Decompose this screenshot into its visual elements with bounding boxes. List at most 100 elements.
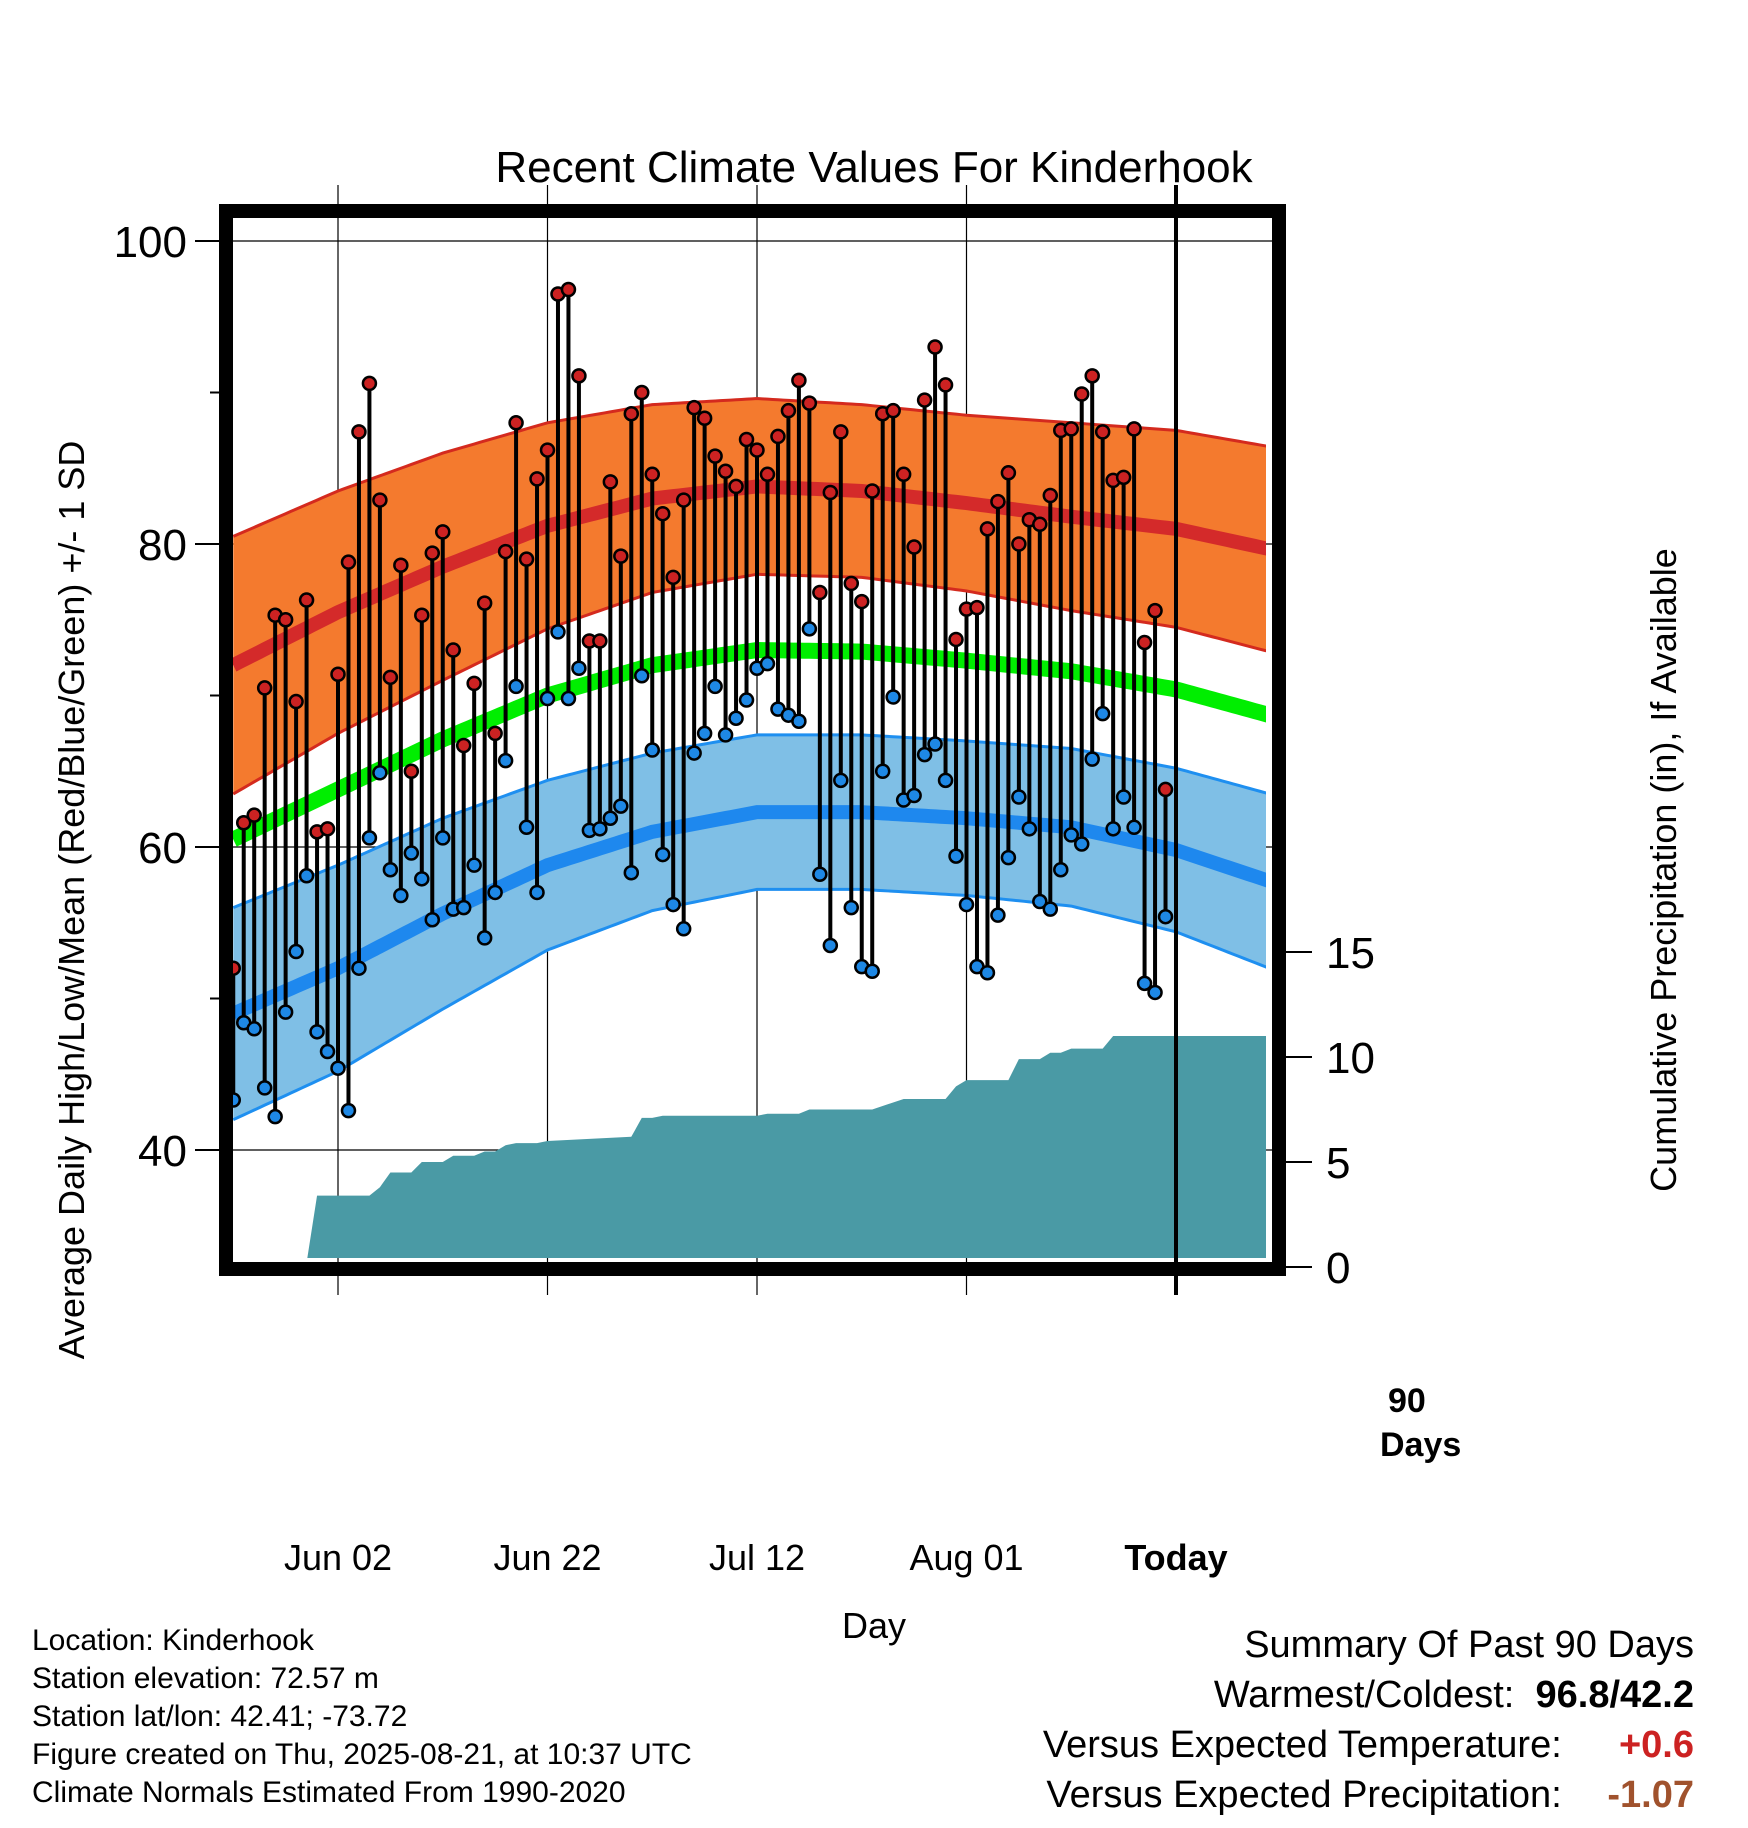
high-point-68	[937, 377, 954, 393]
low-point-47	[717, 727, 734, 743]
daily-range-layer	[232, 289, 1168, 1117]
normal-low-line	[232, 805, 1266, 1021]
ytick-label-80: 80	[138, 521, 187, 570]
high-point-44	[686, 399, 702, 416]
created-text: Figure created on Thu, 2025-08-21, at 10…	[32, 1738, 692, 1771]
low-point-18	[414, 871, 430, 887]
low-point-49	[738, 692, 755, 708]
low-point-43	[675, 921, 692, 937]
xtick-label-1: Jun 22	[493, 1537, 601, 1578]
high-point-52	[770, 428, 786, 445]
low-point-63	[885, 689, 901, 705]
high-point-24	[476, 595, 493, 611]
high-point-42	[665, 569, 681, 586]
precip-value: -1.07	[1607, 1774, 1694, 1816]
high-point-53	[780, 402, 797, 419]
high-point-35	[592, 633, 608, 649]
low-point-69	[948, 848, 964, 864]
normals-text: Climate Normals Estimated From 1990-2020	[32, 1776, 626, 1809]
low-point-89	[1157, 908, 1174, 925]
low-point-88	[1147, 984, 1163, 1001]
low-point-87	[1136, 975, 1153, 992]
high-point-59	[843, 575, 860, 592]
low-point-5	[277, 1004, 294, 1020]
low-point-36	[602, 810, 619, 826]
low-point-55	[801, 621, 818, 637]
high-point-75	[1011, 536, 1027, 552]
low-point-86	[1126, 819, 1142, 836]
low-point-8	[309, 1024, 325, 1040]
high-point-47	[717, 463, 734, 480]
axes-layer: 40 60 80 100 0 5 10 15 Jun 02 Jun 22 Jul 12 Aug 01 T…	[114, 218, 1375, 1578]
low-point-56	[812, 866, 828, 883]
high-point-22	[455, 737, 472, 754]
y2tick-label-15: 15	[1326, 929, 1375, 978]
low-point-9	[319, 1043, 336, 1060]
temp-value: +0.6	[1618, 1724, 1694, 1766]
y2tick-label-10: 10	[1326, 1034, 1375, 1083]
low-point-29	[529, 884, 545, 901]
low-point-19	[424, 911, 441, 928]
high-point-57	[822, 484, 839, 501]
low-point-68	[937, 772, 954, 789]
low-point-46	[707, 678, 723, 695]
high-point-83	[1094, 424, 1111, 440]
low-point-62	[874, 763, 891, 779]
low-point-70	[958, 896, 975, 913]
low-point-80	[1063, 827, 1079, 843]
high-point-23	[466, 675, 482, 692]
xtick-label-0: Jun 02	[284, 1537, 392, 1578]
high-point-80	[1063, 421, 1079, 437]
high-point-11	[340, 554, 357, 570]
high-point-3	[256, 680, 273, 696]
high-point-87	[1136, 634, 1153, 651]
high-point-18	[414, 607, 430, 623]
ytick-label-60: 60	[138, 824, 187, 873]
low-point-72	[979, 964, 996, 981]
low-point-48	[728, 710, 744, 726]
low-point-42	[665, 896, 681, 913]
low-point-11	[340, 1102, 357, 1119]
high-point-27	[508, 415, 524, 431]
high-point-64	[895, 466, 912, 483]
low-point-75	[1011, 789, 1027, 805]
low-point-40	[644, 742, 660, 758]
low-point-12	[351, 960, 367, 976]
precip-row: Versus Expected Precipitation: -1.07	[1043, 1770, 1694, 1820]
high-point-33	[571, 368, 587, 384]
low-point-76	[1021, 821, 1038, 837]
high-point-55	[801, 395, 818, 411]
high-point-14	[372, 492, 388, 508]
low-point-26	[497, 752, 514, 769]
high-point-48	[728, 478, 744, 495]
high-point-51	[759, 466, 776, 483]
high-point-65	[906, 539, 922, 555]
xtick-label-4: Today	[1124, 1537, 1227, 1578]
y2tick-label-5: 5	[1326, 1139, 1350, 1188]
high-point-7	[298, 592, 315, 608]
coldest-value: 42.2	[1620, 1674, 1694, 1716]
low-point-31	[550, 624, 566, 640]
y2-axis-label: Cumulative Precipitation (in), If Availa…	[1643, 548, 1684, 1192]
low-point-25	[487, 884, 503, 901]
high-point-36	[602, 474, 619, 490]
low-point-16	[393, 887, 409, 904]
high-point-5	[277, 612, 294, 628]
high-point-72	[979, 521, 996, 537]
low-point-67	[927, 736, 943, 752]
low-point-59	[843, 899, 860, 916]
low-point-58	[833, 772, 849, 789]
low-point-3	[256, 1080, 273, 1096]
high-point-85	[1115, 469, 1132, 486]
low-point-81	[1073, 836, 1090, 852]
high-point-30	[539, 442, 556, 458]
high-point-77	[1032, 516, 1048, 533]
low-point-38	[623, 865, 640, 881]
precipitation-area	[307, 1036, 1266, 1258]
high-point-73	[990, 493, 1006, 510]
xtick-label-3: Aug 01	[909, 1537, 1023, 1578]
high-point-21	[445, 642, 461, 658]
high-point-39	[634, 384, 650, 401]
low-point-51	[759, 655, 776, 672]
